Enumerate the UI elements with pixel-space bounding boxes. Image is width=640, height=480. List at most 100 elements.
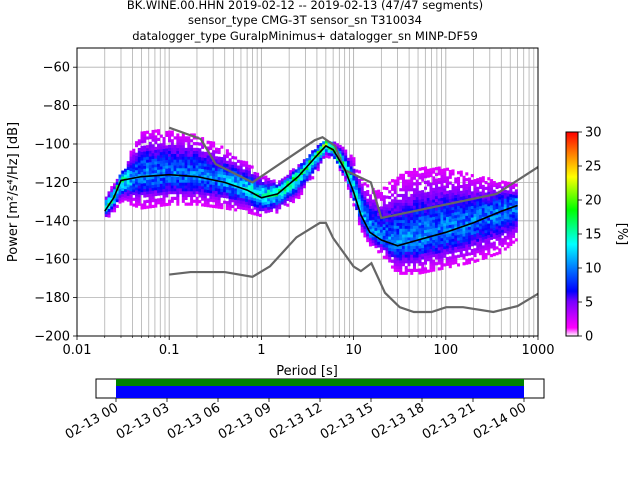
heatmap-cell <box>124 168 128 172</box>
heatmap-cell <box>311 156 315 160</box>
heatmap-cell <box>385 224 389 228</box>
heatmap-cell <box>415 222 419 226</box>
heatmap-cell <box>146 182 150 186</box>
heatmap-cell <box>363 228 367 232</box>
heatmap-cell <box>223 200 227 204</box>
heatmap-cell <box>159 180 163 184</box>
heatmap-cell <box>154 158 158 162</box>
heatmap-cell <box>247 176 251 180</box>
heatmap-cell <box>374 204 378 208</box>
heatmap-cell <box>368 217 372 221</box>
heatmap-cell <box>154 152 158 156</box>
heatmap-cell <box>440 226 444 230</box>
heatmap-cell <box>473 213 477 217</box>
heatmap-cell <box>476 178 480 182</box>
heatmap-cell <box>242 198 246 202</box>
heatmap-cell <box>203 183 207 187</box>
heatmap-cell <box>137 185 141 189</box>
heatmap-cell <box>451 252 455 257</box>
heatmap-cell <box>421 227 425 231</box>
heatmap-cell <box>181 188 185 192</box>
heatmap-cell <box>498 233 502 238</box>
heatmap-cell <box>443 263 447 267</box>
x-axis-label: Period [s] <box>276 364 338 379</box>
heatmap-cell <box>385 230 389 234</box>
heatmap-cell <box>418 190 422 194</box>
heatmap-cell <box>410 222 414 226</box>
heatmap-cell <box>154 138 158 142</box>
x-axis-ticks: 0.01 0.1 1 10 100 1000 <box>63 336 555 358</box>
heatmap-cell <box>245 164 249 168</box>
heatmap-cell <box>231 184 235 188</box>
heatmap-cell <box>349 189 353 193</box>
heatmap-cell <box>140 189 144 193</box>
heatmap-cell <box>404 170 408 175</box>
heatmap-cell <box>198 153 202 158</box>
colorbar-label: [%] <box>614 223 629 246</box>
heatmap-cell <box>181 139 185 143</box>
heatmap-cell <box>181 144 185 149</box>
heatmap-cell <box>412 242 417 247</box>
heatmap-cell <box>228 175 232 179</box>
y-axis-label: Power [m²/s⁴/Hz] [dB] <box>6 122 21 262</box>
heatmap-cell <box>473 242 477 246</box>
heatmap-cell <box>225 172 229 176</box>
heatmap-cell <box>448 210 452 214</box>
heatmap-cell <box>165 159 169 163</box>
heatmap-cell <box>234 188 238 192</box>
heatmap-cell <box>231 155 235 160</box>
heatmap-cell <box>162 154 166 158</box>
heatmap-cell <box>481 222 485 226</box>
heatmap-cell <box>159 203 163 207</box>
heatmap-cell <box>440 246 444 250</box>
heatmap-cell <box>418 236 422 240</box>
heatmap-cell <box>377 192 381 196</box>
heatmap-cell <box>498 225 502 229</box>
heatmap-cell <box>446 231 450 235</box>
heatmap-cell <box>170 196 174 200</box>
heatmap-cell <box>143 203 147 207</box>
heatmap-cell <box>404 254 408 258</box>
heatmap-cell <box>302 176 306 180</box>
heatmap-cell <box>462 256 466 260</box>
heatmap-cell <box>443 171 447 175</box>
heatmap-cell <box>399 208 403 212</box>
heatmap-cell <box>275 187 279 191</box>
heatmap-cell <box>159 163 163 167</box>
heatmap-cell <box>159 160 163 164</box>
heatmap-cell <box>151 155 155 160</box>
heatmap-cell <box>198 162 202 166</box>
heatmap-cell <box>390 199 395 203</box>
heatmap-cell <box>421 175 425 179</box>
heatmap-cell <box>512 214 516 218</box>
heatmap-cell <box>198 185 202 189</box>
heatmap-cell <box>479 240 483 244</box>
heatmap-cell <box>170 130 174 134</box>
heatmap-cell <box>206 158 210 162</box>
heatmap-cell <box>390 251 395 255</box>
heatmap-cell <box>352 177 356 181</box>
heatmap-cell <box>440 220 444 224</box>
heatmap-cell <box>410 248 414 252</box>
heatmap-cell <box>429 240 433 244</box>
heatmap-cell <box>390 253 395 258</box>
heatmap-cell <box>371 222 375 226</box>
heatmap-cell <box>220 177 224 181</box>
heatmap-cell <box>140 183 144 187</box>
heatmap-cell <box>401 228 406 232</box>
heatmap-cell <box>448 239 452 243</box>
heatmap-cell <box>457 202 461 207</box>
heatmap-cell <box>512 240 516 244</box>
heatmap-cell <box>184 196 188 200</box>
heatmap-cell <box>236 182 240 186</box>
heatmap-cell <box>236 159 240 163</box>
heatmap-cell <box>443 220 447 224</box>
heatmap-cell <box>239 189 243 193</box>
heatmap-cell <box>429 217 433 221</box>
heatmap-cell <box>443 208 447 212</box>
heatmap-cell <box>162 139 166 144</box>
heatmap-cell <box>470 182 474 186</box>
heatmap-cell <box>256 189 260 194</box>
heatmap-cell <box>154 166 158 171</box>
